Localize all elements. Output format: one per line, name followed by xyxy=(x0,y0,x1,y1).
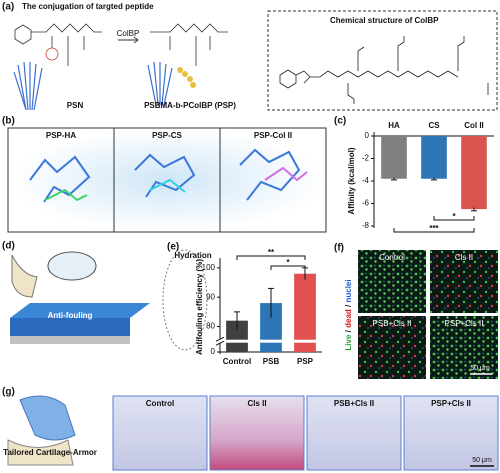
brush-icon xyxy=(147,61,196,106)
panel-label: (g) xyxy=(2,387,15,398)
compound-name: PSBMA-b-PColBP (PSP) xyxy=(144,101,236,110)
stain-live: Live xyxy=(344,334,353,351)
stain-dead: dead xyxy=(344,309,353,328)
group-label: Control xyxy=(146,399,174,408)
x-tick-label: Control xyxy=(223,357,251,366)
reagent: ColBP xyxy=(117,29,140,38)
stain-legend: Live / dead / nuclei xyxy=(344,279,353,350)
view-title: PSP-CS xyxy=(152,131,182,140)
significance-label: * xyxy=(452,212,456,221)
axis-break-mark xyxy=(215,340,225,346)
micrograph xyxy=(358,316,426,379)
separator: / xyxy=(344,304,353,307)
armor-icon xyxy=(19,395,76,441)
group-label: Cls II xyxy=(455,253,473,262)
x-tick-label: PSP xyxy=(297,357,314,366)
y-tick-label: -2 xyxy=(362,154,370,163)
y-tick-label: -4 xyxy=(362,176,370,185)
hydration-callout xyxy=(162,249,208,351)
scale-bar-label: 50 μm xyxy=(470,365,490,372)
x-tick-label: HA xyxy=(388,121,400,130)
panel-label: (d) xyxy=(2,241,15,252)
callout-label: Hydration xyxy=(174,251,211,260)
lens-icon xyxy=(47,251,97,281)
histology xyxy=(112,395,208,471)
layer-side xyxy=(10,318,130,336)
armor-label: Tailored Cartilage-Armor xyxy=(3,448,97,457)
histology xyxy=(209,395,305,471)
structure-box xyxy=(267,10,498,111)
bar xyxy=(226,320,248,352)
y-tick-label: -8 xyxy=(362,221,370,230)
significance-bracket xyxy=(236,255,306,260)
y-tick-label: 90 xyxy=(206,292,215,301)
view-title: PSP-Col II xyxy=(254,131,292,140)
micrograph xyxy=(430,250,498,313)
bar xyxy=(381,136,407,179)
panel-label: (b) xyxy=(2,116,15,127)
bar xyxy=(421,136,447,179)
callout-label: Anti-fouling xyxy=(48,311,93,320)
panel-label: (c) xyxy=(334,116,346,127)
y-tick-label: 80 xyxy=(206,322,215,331)
micrograph xyxy=(430,316,498,379)
group-label: PSP+Cls II xyxy=(431,399,471,408)
axis-break-gap xyxy=(216,339,224,344)
x-tick-label: CS xyxy=(428,121,440,130)
structure-title: Chemical structure of ColBP xyxy=(330,16,439,25)
y-tick-label: 0 xyxy=(211,347,216,356)
layer-top xyxy=(10,303,150,318)
bar-break xyxy=(259,339,283,343)
group-label: Control xyxy=(379,253,405,262)
polymer-sketch xyxy=(14,23,228,66)
bar-break xyxy=(225,339,249,343)
group-label: PSB+Cls II xyxy=(373,319,412,328)
stain-nuclei: nuclei xyxy=(344,279,353,302)
group-label: Cls II xyxy=(247,399,266,408)
y-tick-label: -6 xyxy=(362,199,370,208)
panel-label: (a) xyxy=(2,2,14,13)
group-label: PSP+Cls II xyxy=(445,319,484,328)
histology xyxy=(403,395,499,471)
bar-break xyxy=(293,339,317,343)
structure-drawing xyxy=(279,36,489,104)
significance-label: *** xyxy=(429,224,439,233)
brush-icon xyxy=(13,61,43,111)
molecule-sticks xyxy=(29,148,308,203)
axis-break-mark xyxy=(215,336,225,342)
y-tick-label: 0 xyxy=(365,131,370,140)
panel-label: (f) xyxy=(334,243,344,254)
significance-bracket xyxy=(393,228,475,233)
group-label: PSB+Cls II xyxy=(334,399,374,408)
separator: / xyxy=(344,329,353,332)
histology xyxy=(306,395,402,471)
significance-label: ** xyxy=(268,248,275,257)
y-axis-label: Affinity (kcal/mol) xyxy=(347,147,356,214)
y-axis-label: Antifouling efficiency (%) xyxy=(195,259,204,355)
significance-bracket xyxy=(433,216,475,221)
md-snapshot-frame xyxy=(7,127,327,233)
x-tick-label: PSB xyxy=(263,357,280,366)
compound-name: PSN xyxy=(67,101,84,110)
micrograph xyxy=(358,250,426,313)
x-tick-label: Col II xyxy=(464,121,484,130)
view-title: PSP-HA xyxy=(46,131,76,140)
joint-icon xyxy=(7,439,74,466)
panel-label: (e) xyxy=(167,242,179,253)
scale-bar-label: 50 μm xyxy=(472,457,492,464)
panel-title: The conjugation of targted peptide xyxy=(22,2,154,11)
bar xyxy=(294,273,316,352)
y-tick-label: 100 xyxy=(202,263,216,272)
significance-bracket xyxy=(270,265,306,270)
substrate xyxy=(10,336,130,344)
bar xyxy=(461,136,487,210)
knee-icon xyxy=(11,254,38,298)
significance-label: * xyxy=(286,258,290,267)
